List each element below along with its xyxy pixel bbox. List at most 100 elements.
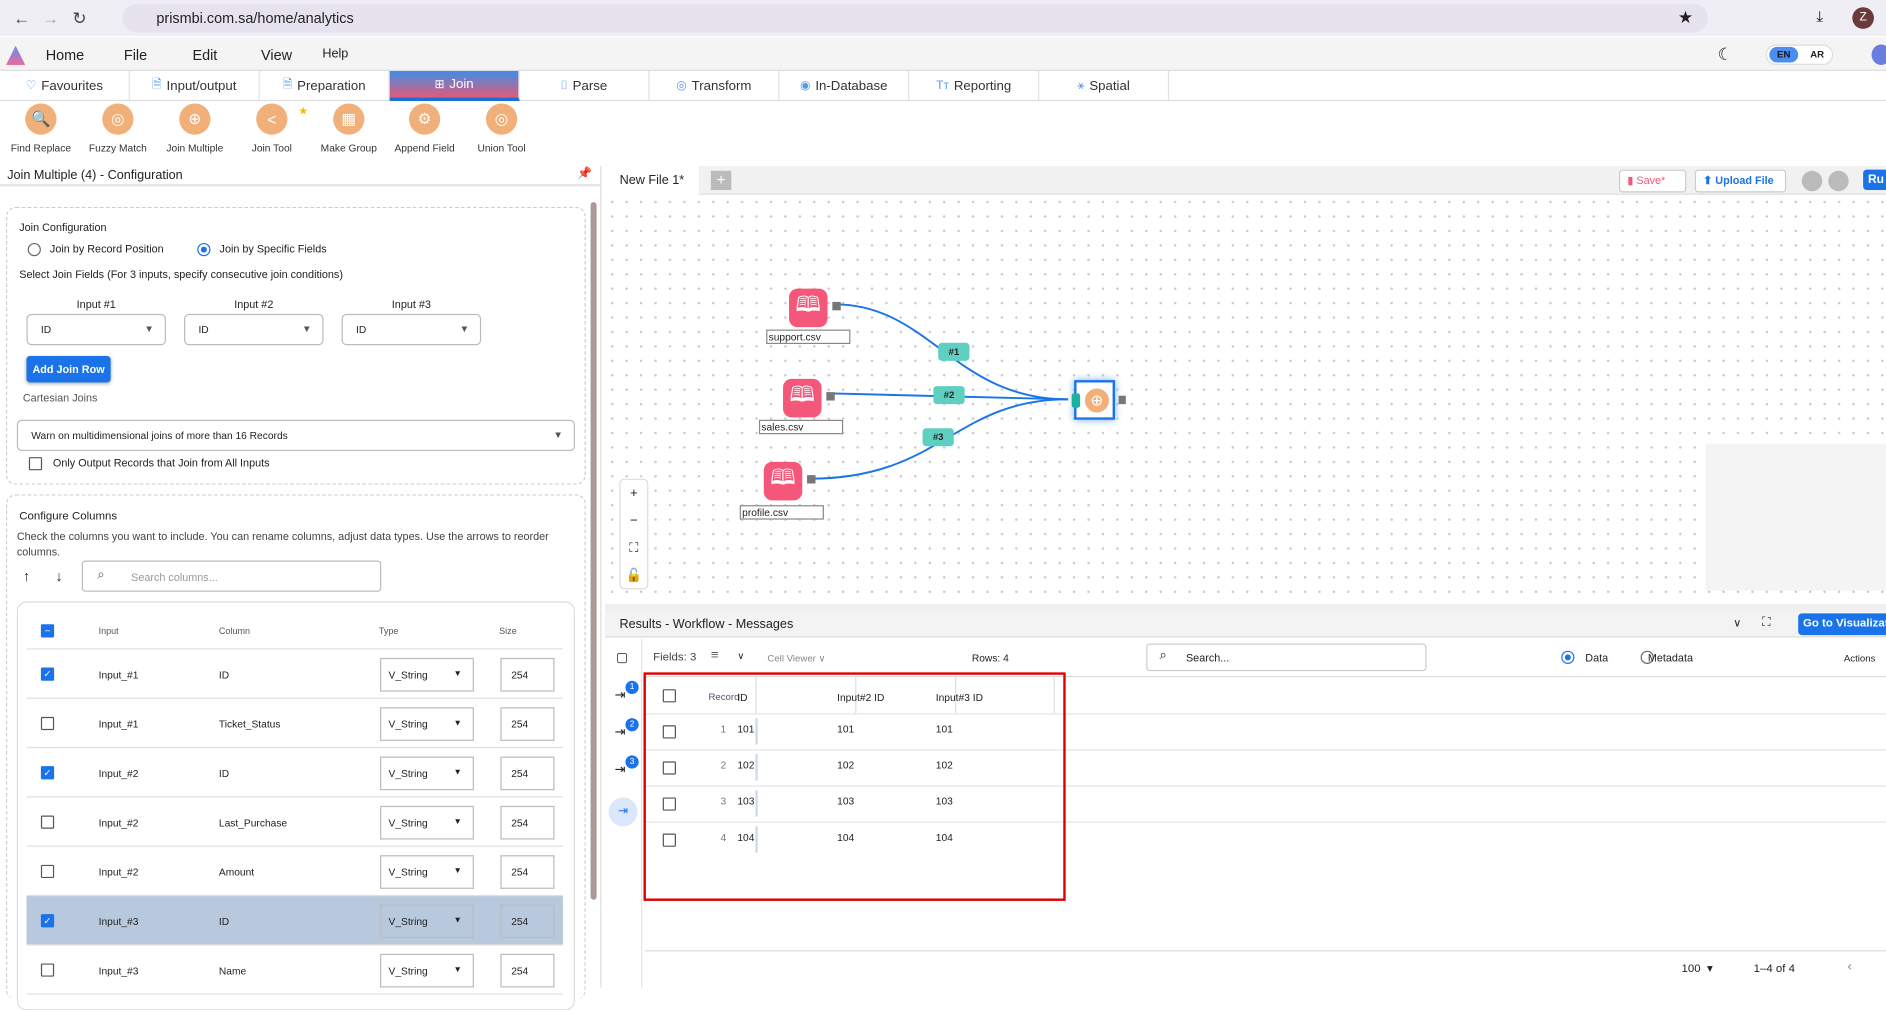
- row-checkbox[interactable]: [662, 761, 676, 775]
- cell[interactable]: 102: [935, 758, 953, 771]
- cell[interactable]: 4: [720, 831, 727, 844]
- only-output-checkbox[interactable]: [28, 457, 43, 471]
- panel-divider[interactable]: [605, 603, 1886, 612]
- input-anchor[interactable]: [1071, 393, 1081, 408]
- output-anchor[interactable]: [807, 475, 816, 484]
- tool-fuzzy-match[interactable]: ◎ Fuzzy Match: [82, 103, 154, 154]
- row-checkbox[interactable]: [662, 797, 676, 811]
- output-2-icon[interactable]: ⇥: [614, 725, 626, 740]
- select-all-rows-checkbox[interactable]: [662, 689, 676, 703]
- actions-menu[interactable]: Actions: [1843, 653, 1876, 664]
- size-input[interactable]: 254: [500, 707, 555, 741]
- connection-tag[interactable]: #2: [933, 386, 965, 405]
- tab-preparation[interactable]: 🗎 Preparation: [260, 70, 390, 102]
- results-search-input[interactable]: ⌕ Search...: [1146, 643, 1427, 672]
- radio-circle[interactable]: [27, 243, 41, 257]
- column-header[interactable]: Input#2 ID: [837, 691, 885, 704]
- connection-tag[interactable]: #3: [922, 428, 954, 447]
- menu-file[interactable]: File: [123, 46, 148, 64]
- type-select[interactable]: V_String ▼: [380, 904, 474, 939]
- collapse-icon[interactable]: ∨: [1733, 617, 1742, 630]
- menu-edit[interactable]: Edit: [192, 46, 218, 64]
- download-icon[interactable]: ⤓: [1816, 7, 1824, 26]
- cell-viewer-dropdown[interactable]: Cell Viewer ∨: [767, 653, 826, 664]
- cell[interactable]: 1: [720, 722, 727, 735]
- tab-new-file[interactable]: New File 1*: [605, 165, 699, 195]
- include-checkbox[interactable]: [40, 864, 55, 879]
- radio-record-position[interactable]: Join by Record Position: [27, 243, 164, 257]
- data-radio[interactable]: [1561, 650, 1575, 664]
- panel-scrollbar[interactable]: [590, 202, 597, 900]
- join-input-1-select[interactable]: ID ▼: [26, 313, 166, 346]
- fit-view-icon[interactable]: ⛶: [629, 541, 639, 556]
- columns-icon[interactable]: [1828, 170, 1849, 192]
- tab-reporting[interactable]: Tт Reporting: [909, 70, 1040, 102]
- filter-icon[interactable]: ≡: [710, 648, 719, 663]
- minimap[interactable]: [1705, 443, 1886, 591]
- input-node-2[interactable]: 🕮: [783, 378, 822, 418]
- add-tab-button[interactable]: +: [710, 170, 732, 191]
- forward-icon[interactable]: →: [42, 8, 59, 28]
- move-down-icon[interactable]: ↓: [55, 567, 63, 585]
- run-button[interactable]: Ru: [1863, 169, 1886, 191]
- type-select[interactable]: V_String ▼: [380, 707, 474, 741]
- cell[interactable]: 2: [720, 758, 727, 771]
- type-select[interactable]: V_String ▼: [380, 855, 474, 889]
- row-checkbox[interactable]: [662, 833, 676, 847]
- type-select[interactable]: V_String ▼: [380, 953, 474, 988]
- type-select[interactable]: V_String ▼: [380, 805, 474, 840]
- column-header[interactable]: ID: [737, 691, 748, 704]
- tab-spatial[interactable]: ⚹ Spatial: [1039, 70, 1170, 102]
- result-row[interactable]: [644, 821, 1886, 858]
- tab-input-output[interactable]: 🗎 Input/output: [130, 70, 260, 102]
- tool-make-group[interactable]: ▦ Make Group: [313, 103, 385, 154]
- node-label[interactable]: sales.csv: [758, 419, 844, 435]
- output-anchor-icon[interactable]: ⇥: [608, 797, 638, 827]
- output-anchor[interactable]: [826, 392, 835, 401]
- tool-find-replace[interactable]: 🔍 Find Replace: [5, 103, 77, 154]
- column-row[interactable]: Input_#2 Last_Purchase V_String ▼ 254: [26, 797, 563, 847]
- address-bar[interactable]: prismbi.com.sa/home/analytics: [122, 3, 1708, 33]
- save-button[interactable]: ▮ Save*: [1618, 169, 1687, 193]
- cell[interactable]: 101: [737, 722, 755, 735]
- join-multiple-node[interactable]: ⊕: [1071, 380, 1126, 420]
- menu-help[interactable]: Help: [322, 46, 349, 62]
- zoom-out-button[interactable]: −: [630, 513, 638, 529]
- favourite-star-icon[interactable]: ★: [298, 104, 309, 117]
- tool-append-field[interactable]: ⚙ Append Field: [389, 103, 461, 154]
- size-input[interactable]: 254: [500, 805, 555, 840]
- include-checkbox[interactable]: [40, 716, 55, 731]
- profile-avatar[interactable]: Z: [1852, 7, 1874, 29]
- tool-join-multiple[interactable]: ⊕ Join Multiple: [159, 103, 231, 154]
- tab-in-database[interactable]: ◉ In-Database: [779, 70, 910, 102]
- size-input[interactable]: 254: [500, 657, 555, 692]
- column-row[interactable]: Input_#2 Amount V_String ▼ 254: [26, 847, 563, 897]
- include-checkbox[interactable]: ✓: [40, 667, 55, 681]
- dark-mode-icon[interactable]: ☾: [1717, 44, 1733, 64]
- tool-union-tool[interactable]: ◎ Union Tool: [465, 103, 537, 154]
- join-input-2-select[interactable]: ID ▼: [184, 313, 324, 346]
- fields-chevron-icon[interactable]: ∨: [737, 650, 745, 662]
- expand-icon[interactable]: ⛶: [1762, 615, 1771, 630]
- row-checkbox[interactable]: [662, 725, 676, 739]
- tab-parse[interactable]: ⌷ Parse: [520, 70, 650, 102]
- node-label[interactable]: support.csv: [766, 329, 851, 345]
- column-row[interactable]: Input_#1 Ticket_Status V_String ▼ 254: [26, 699, 563, 749]
- size-input[interactable]: 254: [500, 904, 555, 939]
- upload-file-button[interactable]: ⬆ Upload File: [1694, 169, 1787, 193]
- page-size-select[interactable]: 100 ▾: [1681, 962, 1713, 976]
- messages-icon[interactable]: ▢: [615, 650, 629, 666]
- size-input[interactable]: 254: [500, 953, 555, 988]
- move-up-icon[interactable]: ↑: [22, 567, 31, 585]
- pin-icon[interactable]: 📌: [577, 167, 593, 181]
- lang-ar[interactable]: AR: [1810, 49, 1825, 61]
- size-input[interactable]: 254: [500, 756, 555, 791]
- workflow-canvas[interactable]: 🕮 support.csv 🕮 sales.csv 🕮 profile.csv #1 #2 #3…: [605, 194, 1886, 604]
- menu-view[interactable]: View: [261, 46, 293, 64]
- output-anchor[interactable]: [1118, 395, 1126, 405]
- select-all-checkbox[interactable]: −: [40, 624, 55, 638]
- node-label[interactable]: profile.csv: [739, 505, 824, 520]
- cell[interactable]: 3: [720, 795, 727, 808]
- reload-icon[interactable]: ↻: [72, 7, 87, 28]
- cell[interactable]: 102: [837, 758, 855, 771]
